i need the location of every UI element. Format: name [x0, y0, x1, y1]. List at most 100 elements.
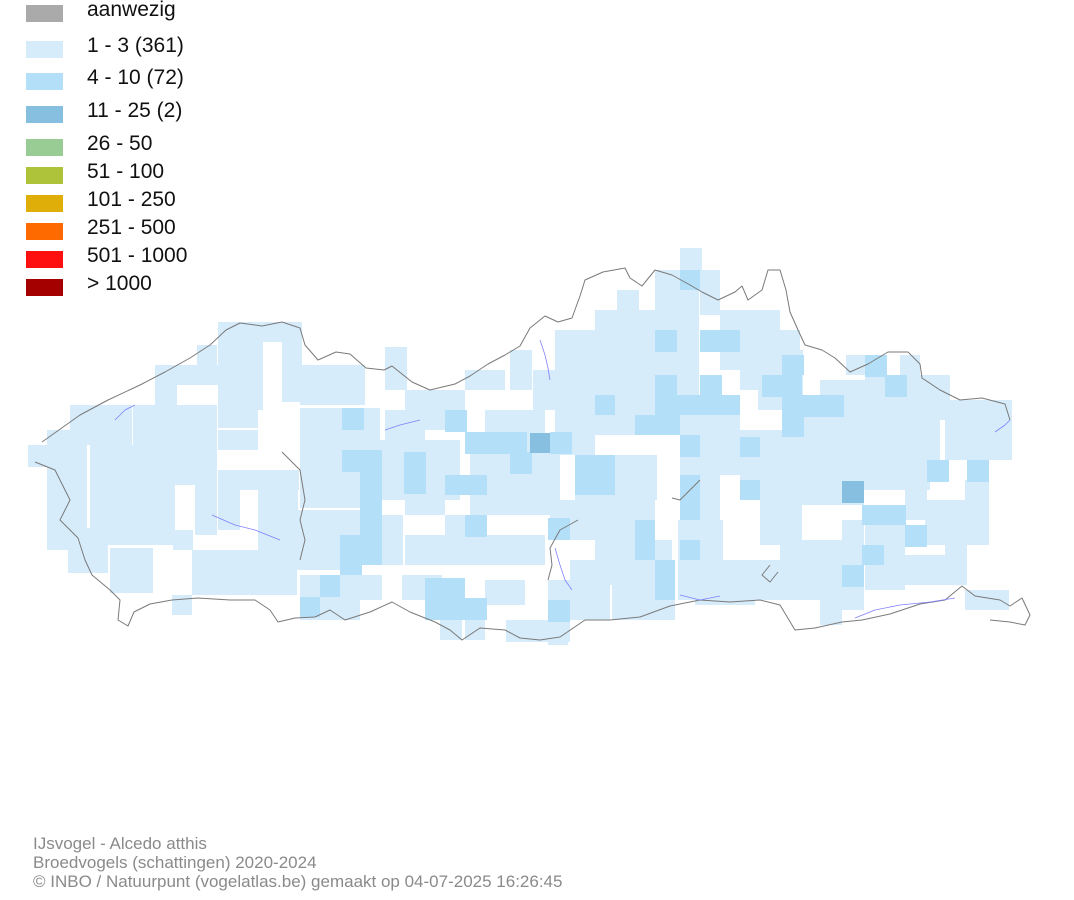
grid-cell-light — [548, 580, 588, 600]
grid-cell-light — [617, 290, 639, 310]
grid-cell-medium — [655, 330, 677, 352]
grid-cell-medium — [300, 597, 320, 617]
grid-cell-light — [155, 430, 195, 485]
province-border — [671, 479, 701, 501]
grid-cell-light — [172, 595, 192, 615]
grid-cell-light — [965, 480, 989, 545]
river — [679, 594, 721, 601]
river — [539, 339, 551, 381]
grid-cell-light — [700, 270, 720, 315]
grid-cell-light — [680, 248, 702, 270]
grid-cell-light — [360, 575, 382, 600]
legend-label: 26 - 50 — [87, 132, 153, 155]
grid-cell-light — [155, 365, 177, 405]
grid-cells — [28, 248, 1012, 645]
river — [211, 514, 281, 541]
grid-cell-medium — [865, 355, 887, 377]
grid-cell-light — [47, 528, 69, 550]
grid-cell-light — [380, 515, 403, 565]
grid-cell-light — [237, 470, 299, 490]
legend-swatch — [26, 139, 63, 156]
grid-cell-light — [218, 408, 258, 428]
grid-cell-medium — [680, 270, 700, 290]
legend-label: aanwezig — [87, 0, 176, 21]
legend-label: 251 - 500 — [87, 216, 176, 239]
grid-cell-light — [218, 470, 240, 530]
grid-cell-light — [720, 430, 740, 475]
legend-label: 101 - 250 — [87, 188, 176, 211]
grid-cell-medium — [465, 432, 527, 454]
grid-cell-medium — [510, 452, 532, 474]
legend-swatch — [26, 195, 63, 212]
grid-cell-light — [282, 322, 302, 402]
legend-label: 4 - 10 (72) — [87, 66, 184, 89]
grid-cell-medium — [862, 545, 884, 565]
grid-cell-medium — [465, 598, 487, 620]
grid-cell-light — [385, 410, 425, 440]
footer-credit: © INBO / Natuurpunt (vogelatlas.be) gema… — [33, 872, 563, 891]
grid-cell-light — [300, 365, 365, 405]
grid-cell-light — [340, 570, 360, 620]
grid-cell-medium — [740, 437, 760, 457]
legend-item: 1 - 3 (361) — [26, 30, 266, 58]
grid-cell-medium — [635, 415, 680, 435]
grid-cell-light — [197, 345, 217, 365]
grid-cell-light — [900, 420, 940, 460]
grid-cell-medium — [740, 480, 760, 500]
province-border — [281, 451, 306, 561]
legend-item: aanwezig — [26, 0, 266, 22]
grid-cell-medium — [680, 475, 700, 520]
grid-cell-medium — [404, 452, 426, 494]
grid-cell-medium — [700, 330, 740, 352]
grid-cell-light — [900, 355, 920, 375]
legend-item: 26 - 50 — [26, 128, 266, 156]
grid-cell-light — [700, 410, 722, 455]
grid-cell-medium — [342, 408, 364, 430]
legend-swatch — [26, 106, 63, 123]
legend-label: 51 - 100 — [87, 160, 165, 183]
legend-swatch — [26, 223, 63, 240]
grid-cell-medium — [967, 460, 989, 482]
legend-swatch — [26, 251, 63, 268]
grid-cell-light — [506, 620, 570, 642]
grid-cell-medium — [862, 505, 906, 525]
grid-cell-medium — [680, 435, 700, 457]
grid-cell-medium — [575, 455, 615, 495]
grid-cell-light — [846, 355, 868, 375]
province-border — [547, 519, 579, 581]
grid-cell-medium — [782, 395, 844, 417]
grid-cell-medium — [655, 375, 677, 395]
grid-cell-medium — [655, 395, 740, 415]
grid-cell-light — [760, 460, 802, 545]
river — [114, 404, 136, 421]
grid-cell-medium — [342, 450, 382, 472]
grid-cell-medium — [905, 525, 927, 547]
legend-label: 501 - 1000 — [87, 244, 188, 267]
grid-cell-light — [945, 400, 1012, 460]
grid-cell-light — [218, 430, 258, 450]
grid-cell-light — [47, 430, 87, 530]
legend-swatch — [26, 5, 63, 22]
grid-cell-light — [905, 555, 945, 585]
grid-cell-medium — [927, 460, 949, 482]
grid-cell-medium — [655, 560, 675, 600]
grid-cell-light — [925, 400, 947, 420]
legend-swatch — [26, 279, 63, 296]
grid-cell-medium — [360, 470, 382, 565]
grid-cell-medium — [635, 520, 655, 560]
river — [554, 547, 573, 591]
legend-item: 101 - 250 — [26, 184, 266, 212]
grid-cell-light — [240, 345, 262, 410]
legend-swatch — [26, 41, 63, 58]
grid-cell-light — [405, 390, 425, 410]
river — [994, 419, 1011, 433]
grid-cell-light — [385, 347, 407, 390]
legend-item: 501 - 1000 — [26, 240, 266, 268]
map-footer: IJsvogel - Alcedo atthis Broedvogels (sc… — [33, 834, 562, 891]
legend-item: 11 - 25 (2) — [26, 95, 266, 123]
legend-item: > 1000 — [26, 268, 266, 296]
legend-item: 51 - 100 — [26, 156, 266, 184]
grid-cell-dark — [530, 433, 550, 453]
legend-swatch — [26, 167, 63, 184]
grid-cell-light — [780, 540, 842, 600]
